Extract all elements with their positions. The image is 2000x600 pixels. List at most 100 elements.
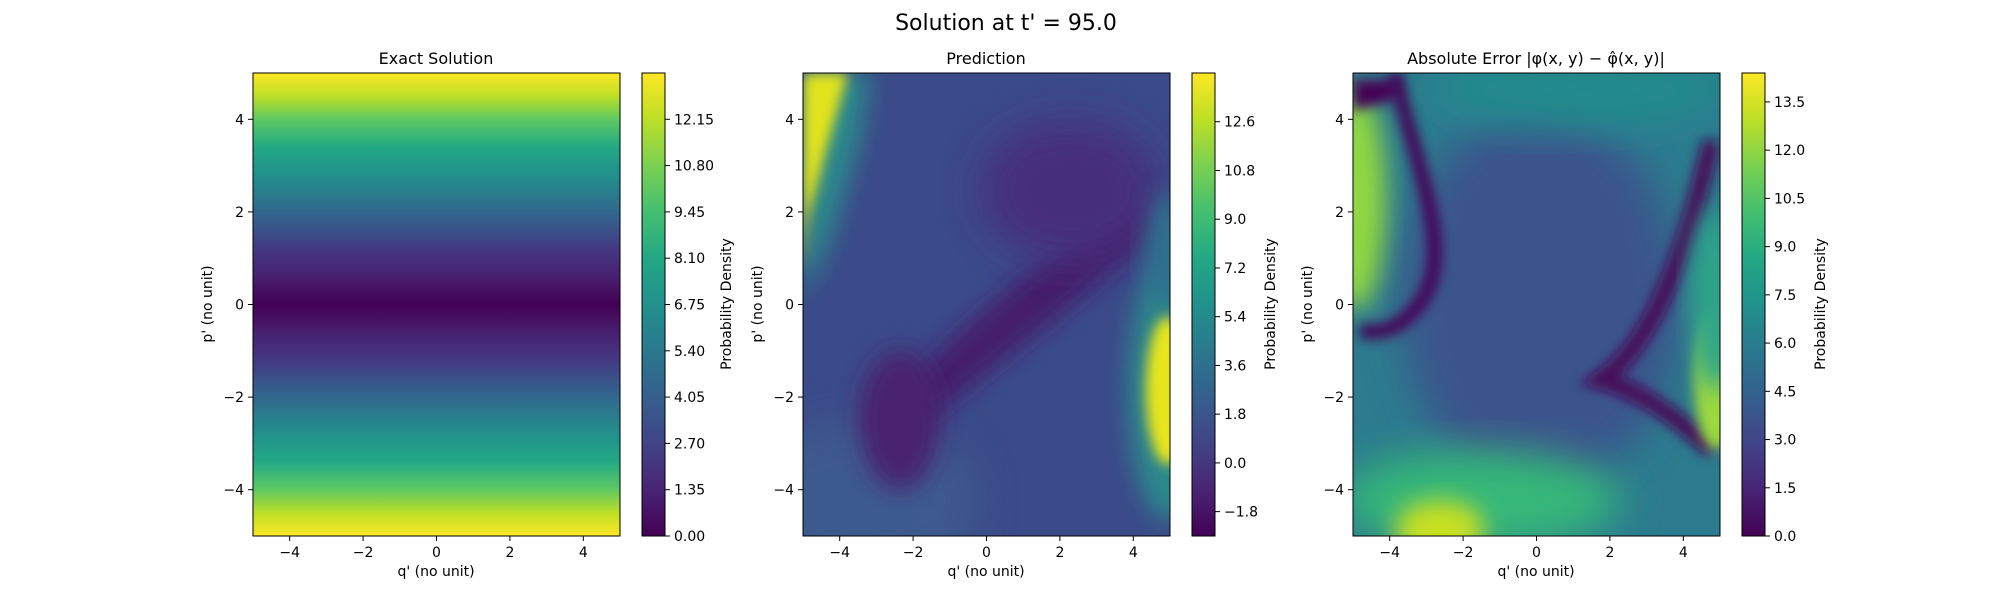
error-ytick-label: 0 [1335, 298, 1344, 314]
panel-exact-title: Exact Solution [379, 49, 494, 68]
error-xtick-label: 4 [1679, 545, 1688, 561]
error-bottom-bright-spot [1395, 500, 1485, 536]
panel-prediction: Prediction −4 −2 0 [750, 49, 1279, 580]
prediction-colorbar [1192, 73, 1215, 536]
error-right-teal-edge [1691, 210, 1720, 390]
prediction-ytick-label: −4 [773, 483, 794, 499]
prediction-colorbar-tick-label: 0.0 [1224, 456, 1246, 472]
prediction-ytick-label: 2 [785, 205, 794, 221]
error-colorbar-tick-label: 0.0 [1774, 529, 1796, 545]
exact-colorbar-tick-label: 1.35 [674, 483, 705, 499]
exact-xlabel: q' (no unit) [397, 564, 474, 580]
prediction-colorbar-label: Probability Density [1263, 238, 1279, 370]
prediction-xticks: −4 −2 0 2 4 [829, 536, 1138, 561]
error-colorbar-tick-label: 4.5 [1774, 384, 1796, 400]
panel-prediction-title: Prediction [946, 49, 1025, 68]
error-ytick-label: −4 [1323, 483, 1344, 499]
error-colorbar-tick-label: 6.0 [1774, 336, 1796, 352]
prediction-right-upper-edge [1145, 190, 1170, 310]
exact-yticks: −4 −2 0 2 4 [223, 112, 253, 499]
exact-colorbar-tick-label: 6.75 [674, 298, 705, 314]
prediction-colorbar-tick-label: 10.8 [1224, 163, 1255, 179]
exact-colorbar-ticks: 0.00 1.35 2.70 4.05 5.40 6.75 8.10 9.45 10.80 12.… [665, 112, 714, 545]
error-xtick-label: −2 [1453, 545, 1474, 561]
error-left-bright-edge [1353, 90, 1386, 310]
error-ytick-label: 4 [1335, 112, 1344, 128]
prediction-xtick-label: −4 [829, 545, 850, 561]
prediction-ytick-label: 0 [785, 298, 794, 314]
prediction-xtick-label: −2 [903, 545, 924, 561]
error-left-dark-arc [1357, 73, 1442, 339]
prediction-ytick-label: 4 [785, 112, 794, 128]
exact-xtick-label: 4 [579, 545, 588, 561]
panel-absolute-error: Absolute Error |φ(x, y) − φ̂(x, y)| [1300, 49, 1829, 580]
exact-ytick-label: 2 [235, 205, 244, 221]
error-colorbar [1742, 73, 1765, 536]
error-top-left-dark [1353, 80, 1400, 110]
exact-xtick-label: 0 [432, 545, 441, 561]
error-top-teal [1430, 73, 1720, 130]
error-xtick-label: 2 [1605, 545, 1614, 561]
prediction-yticks: −4 −2 0 2 4 [773, 112, 803, 499]
prediction-colorbar-tick-label: −1.8 [1224, 505, 1258, 521]
prediction-colorbar-tick-label: 9.0 [1224, 212, 1246, 228]
panel-error-title: Absolute Error |φ(x, y) − φ̂(x, y)| [1407, 49, 1665, 68]
prediction-right-lobe [1146, 315, 1170, 465]
exact-ytick-label: 4 [235, 112, 244, 128]
error-yticks: −4 −2 0 2 4 [1323, 112, 1353, 499]
exact-xticks: −4 −2 0 2 4 [279, 536, 588, 561]
exact-colorbar-tick-label: 2.70 [674, 436, 705, 452]
prediction-ylabel: p' (no unit) [750, 265, 766, 342]
prediction-heatmap [803, 73, 1170, 536]
prediction-colorbar-tick-label: 7.2 [1224, 261, 1246, 277]
error-xlabel: q' (no unit) [1497, 564, 1574, 580]
exact-heatmap [253, 73, 620, 536]
prediction-dark-upper-area [980, 120, 1160, 260]
exact-colorbar-tick-label: 4.05 [674, 390, 705, 406]
error-colorbar-tick-label: 12.0 [1774, 143, 1805, 159]
error-colorbar-tick-label: 3.0 [1774, 433, 1796, 449]
prediction-colorbar-tick-label: 1.8 [1224, 407, 1246, 423]
prediction-dark-left-lobe [860, 350, 940, 490]
prediction-colorbar-tick-label: 3.6 [1224, 358, 1246, 374]
exact-xtick-label: −4 [279, 545, 300, 561]
error-colorbar-tick-label: 13.5 [1774, 95, 1805, 111]
error-colorbar-ticks: 0.0 1.5 3.0 4.5 6.0 7.5 9.0 10.5 12.0 13.5 [1765, 95, 1805, 545]
exact-ylabel: p' (no unit) [200, 265, 216, 342]
prediction-bright-band [803, 73, 848, 270]
error-colorbar-label: Probability Density [1813, 238, 1829, 370]
prediction-xtick-label: 4 [1129, 545, 1138, 561]
exact-ytick-label: 0 [235, 298, 244, 314]
error-xticks: −4 −2 0 2 4 [1379, 536, 1688, 561]
error-heatmap [1353, 73, 1720, 536]
error-colorbar-tick-label: 9.0 [1774, 240, 1796, 256]
exact-colorbar-tick-label: 0.00 [674, 529, 705, 545]
figure-suptitle: Solution at t' = 95.0 [895, 11, 1117, 36]
error-colorbar-frame [1741, 72, 1766, 537]
prediction-colorbar-frame [1191, 72, 1216, 537]
exact-ytick-label: −2 [223, 390, 244, 406]
error-colorbar-tick-label: 7.5 [1774, 288, 1796, 304]
prediction-ytick-label: −2 [773, 390, 794, 406]
exact-colorbar-tick-label: 10.80 [674, 159, 714, 175]
prediction-xlabel: q' (no unit) [947, 564, 1024, 580]
exact-colorbar-tick-label: 12.15 [674, 112, 714, 128]
prediction-xtick-label: 0 [982, 545, 991, 561]
panel-exact-solution: Exact Solution −4 −2 0 2 4 −4 −2 0 2 [200, 49, 735, 580]
error-colorbar-tick-label: 1.5 [1774, 481, 1796, 497]
exact-ytick-label: −4 [223, 483, 244, 499]
exact-colorbar-tick-label: 8.10 [674, 251, 705, 267]
prediction-xtick-label: 2 [1055, 545, 1064, 561]
error-xtick-label: −4 [1379, 545, 1400, 561]
error-right-dark-arc [1578, 137, 1720, 457]
exact-xtick-label: −2 [353, 545, 374, 561]
prediction-lower-left-area [803, 420, 980, 536]
error-ytick-label: −2 [1323, 390, 1344, 406]
prediction-colorbar-ticks: −1.8 0.0 1.8 3.6 5.4 7.2 9.0 10.8 12.6 [1215, 115, 1258, 521]
error-ytick-label: 2 [1335, 205, 1344, 221]
prediction-colorbar-tick-label: 5.4 [1224, 310, 1246, 326]
prediction-colorbar-tick-label: 12.6 [1224, 115, 1255, 131]
exact-colorbar-tick-label: 9.45 [674, 205, 705, 221]
error-xtick-label: 0 [1532, 545, 1541, 561]
